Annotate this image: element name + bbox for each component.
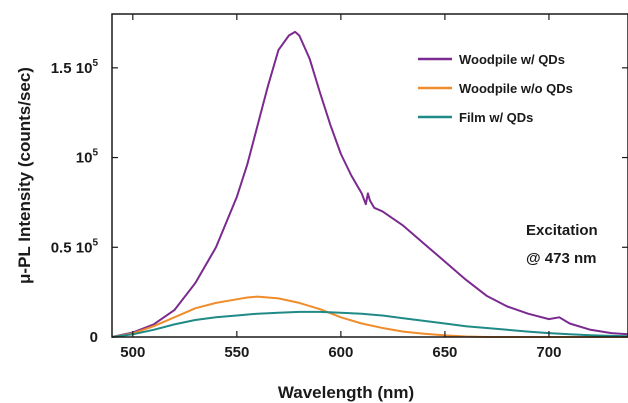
plot-series bbox=[111, 30, 628, 338]
x-tick-label: 650 bbox=[432, 344, 457, 361]
y-tick-label: 0.5 105 bbox=[51, 237, 99, 256]
plot-frame bbox=[111, 13, 628, 338]
series-line-0 bbox=[111, 30, 628, 338]
x-tick-label: 600 bbox=[328, 344, 353, 361]
x-tick-label: 500 bbox=[120, 344, 145, 361]
excitation-label: Excitation bbox=[526, 222, 598, 239]
legend-label: Woodpile w/o QDs bbox=[459, 81, 573, 96]
series-line-2 bbox=[111, 310, 628, 338]
x-tick-label: 700 bbox=[536, 344, 561, 361]
x-axis-title: Wavelength (nm) bbox=[278, 383, 414, 402]
y-tick-label: 1.5 105 bbox=[51, 58, 99, 77]
excitation-wavelength: @ 473 nm bbox=[526, 250, 597, 267]
y-axis-title: μ-PL Intensity (counts/sec) bbox=[15, 67, 34, 284]
legend-label: Woodpile w/ QDs bbox=[459, 52, 565, 67]
legend: Woodpile w/ QDs Woodpile w/o QDs Film w/ Q… bbox=[418, 52, 573, 125]
series-line-1 bbox=[111, 295, 628, 338]
x-tick-label: 550 bbox=[224, 344, 249, 361]
y-tick-label: 105 bbox=[76, 148, 99, 167]
legend-label: Film w/ QDs bbox=[459, 110, 533, 125]
y-tick-label: 0 bbox=[90, 329, 98, 346]
